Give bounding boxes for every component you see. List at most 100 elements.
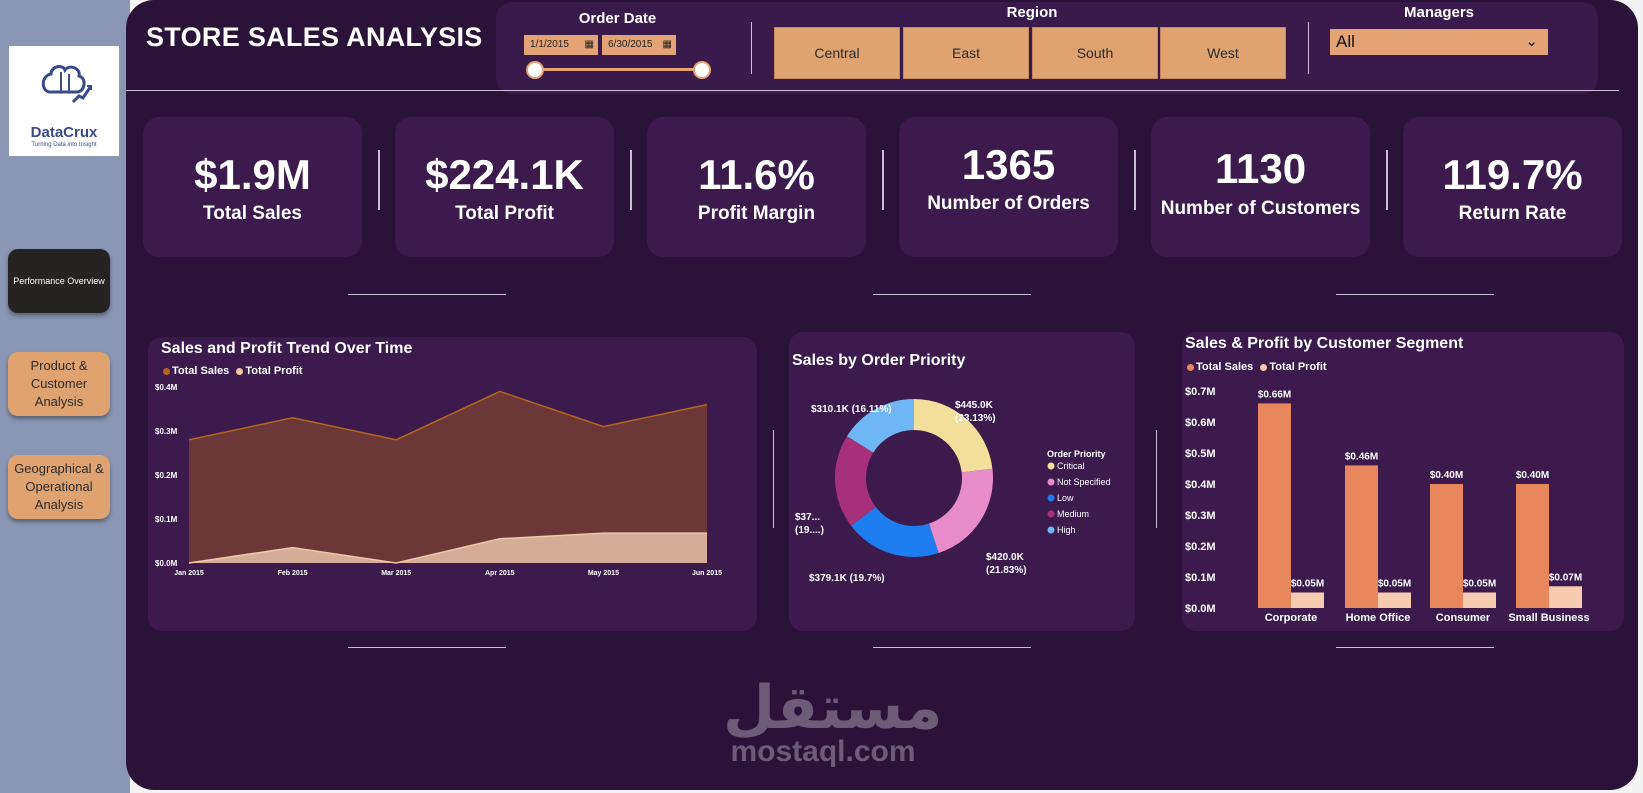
brain-chart-icon [41,65,93,104]
legend-label: Total Sales [172,365,230,377]
filter-divider [751,22,752,74]
kpi-divider [630,150,632,210]
x-tick-label: Apr 2015 [485,570,515,577]
end-date-input[interactable]: 6/30/2015 ▦ [602,35,676,55]
y-tick-label: $0.0M [155,559,178,568]
legend-label: Medium [1057,509,1089,519]
legend-label: Critical [1057,461,1085,471]
y-tick-label: $0.6M [1185,417,1216,429]
watermark-arabic: مستقل [723,673,943,743]
logo-tagline: Turning Data into Insight [31,142,97,148]
region-east-button[interactable]: East [903,27,1029,79]
data-label: $379.1K (19.7%) [809,573,885,584]
slider-start-handle[interactable] [526,61,544,79]
legend-swatch [163,367,170,375]
y-tick-label: $0.1M [1185,572,1216,584]
section-divider [1336,294,1494,295]
managers-selected: All [1336,32,1355,51]
trend-chart-card: Sales and Profit Trend Over Time Total S… [148,337,757,631]
end-date-value: 6/30/2015 [608,39,653,50]
chart-title: Sales and Profit Trend Over Time [161,340,413,357]
data-label: $420.0K (21.83%) [986,552,1027,576]
priority-donut-chart: $445.0K (23.13%) $420.0K (21.83%) $379.1K (1… [795,399,1111,584]
kpi-label: Return Rate [1458,203,1567,224]
donut-slice [851,507,939,557]
legend-label: Total Sales [1196,361,1254,373]
legend-label: Total Profit [245,365,303,377]
start-date-input[interactable]: 1/1/2015 ▦ [524,35,598,55]
region-central-button[interactable]: Central [774,27,900,79]
chart-title: Sales by Order Priority [792,352,966,369]
kpi-label: Profit Margin [697,203,816,224]
chevron-down-icon[interactable]: ⌄ [1525,33,1538,50]
section-divider [348,647,506,648]
bar [1258,403,1291,608]
chart-legend: Total Sales Total Profit [1187,361,1327,373]
segment-bar-chart: $0.0M $0.1M $0.2M $0.3M $0.4M $0.5M $0.6M $0.7M… [1185,386,1590,624]
x-tick-label: Jun 2015 [692,570,722,577]
order-date-label: Order Date [578,10,657,27]
kpi-value: 119.7% [1442,151,1583,198]
managers-dropdown[interactable]: All ⌄ [1330,29,1548,55]
kpi-card-profit-margin: 11.6% Profit Margin [647,117,866,257]
bar [1291,592,1324,608]
kpi-value: $224.1K [425,151,584,198]
data-label: $0.40M [1430,470,1463,481]
legend-swatch [1047,510,1055,518]
y-tick-label: $0.2M [1185,541,1216,553]
date-range-slider[interactable] [534,68,702,71]
nav-geographical-operational-analysis[interactable]: Geographical & Operational Analysis [8,455,110,519]
chart-title: Sales & Profit by Customer Segment [1185,335,1464,352]
series-line [188,532,707,564]
y-tick-label: $0.7M [1185,386,1216,398]
legend-label: High [1057,525,1076,535]
legend-swatch [1260,363,1268,371]
datacrux-logo: DataCrux Turning Data into Insight [9,46,119,156]
y-tick-label: $0.5M [1185,448,1216,460]
priority-chart-card: Sales by Order Priority $445.0K (23.13%) $… [789,332,1135,631]
calendar-icon[interactable]: ▦ [662,39,672,50]
sidebar: DataCrux Turning Data into Insight Perfo… [0,0,130,793]
x-tick-label: Corporate [1265,612,1318,624]
watermark: مستقل mostaql.com [723,673,943,768]
legend-swatch [1047,462,1055,470]
data-label: $445.0K (23.13%) [955,400,996,424]
slider-end-handle[interactable] [693,61,711,79]
legend-label: Total Profit [1269,361,1327,373]
nav-product-customer-analysis[interactable]: Product & Customer Analysis [8,352,110,416]
section-divider [873,647,1031,648]
bar [1516,484,1549,608]
section-divider [1336,647,1494,648]
nav-performance-overview[interactable]: Performance Overview [8,249,110,313]
calendar-icon[interactable]: ▦ [584,39,594,50]
x-tick-label: Home Office [1346,612,1411,624]
filter-divider [1308,22,1309,74]
data-label: $310.1K (16.11%) [811,404,892,415]
x-tick-label: Jan 2015 [174,570,204,577]
bar [1378,592,1411,608]
region-south-button[interactable]: South [1032,27,1158,79]
series-area [189,533,707,563]
data-label: $0.07M [1549,572,1582,583]
legend-swatch [1187,363,1194,371]
region-west-button[interactable]: West [1160,27,1286,79]
kpi-divider [1134,150,1136,210]
kpi-label: Total Sales [203,203,302,224]
x-tick-label: Consumer [1436,612,1491,624]
bar [1549,586,1582,608]
bar [1345,465,1378,608]
start-date-value: 1/1/2015 [530,39,569,50]
kpi-divider [882,150,884,210]
kpi-value: 1130 [1214,145,1307,192]
kpi-value: 1365 [961,141,1056,188]
section-divider [873,294,1031,295]
chart-legend: Total Sales Total Profit [163,365,303,377]
kpi-card-total-sales: $1.9M Total Sales [143,117,362,257]
y-tick-label: $0.3M [155,427,178,436]
managers-label: Managers [1403,4,1475,21]
legend-label: Not Specified [1057,477,1111,487]
kpi-card-total-profit: $224.1K Total Profit [395,117,614,257]
x-tick-label: Small Business [1508,612,1589,624]
legend-swatch [1047,478,1055,486]
donut-slice [928,468,993,554]
